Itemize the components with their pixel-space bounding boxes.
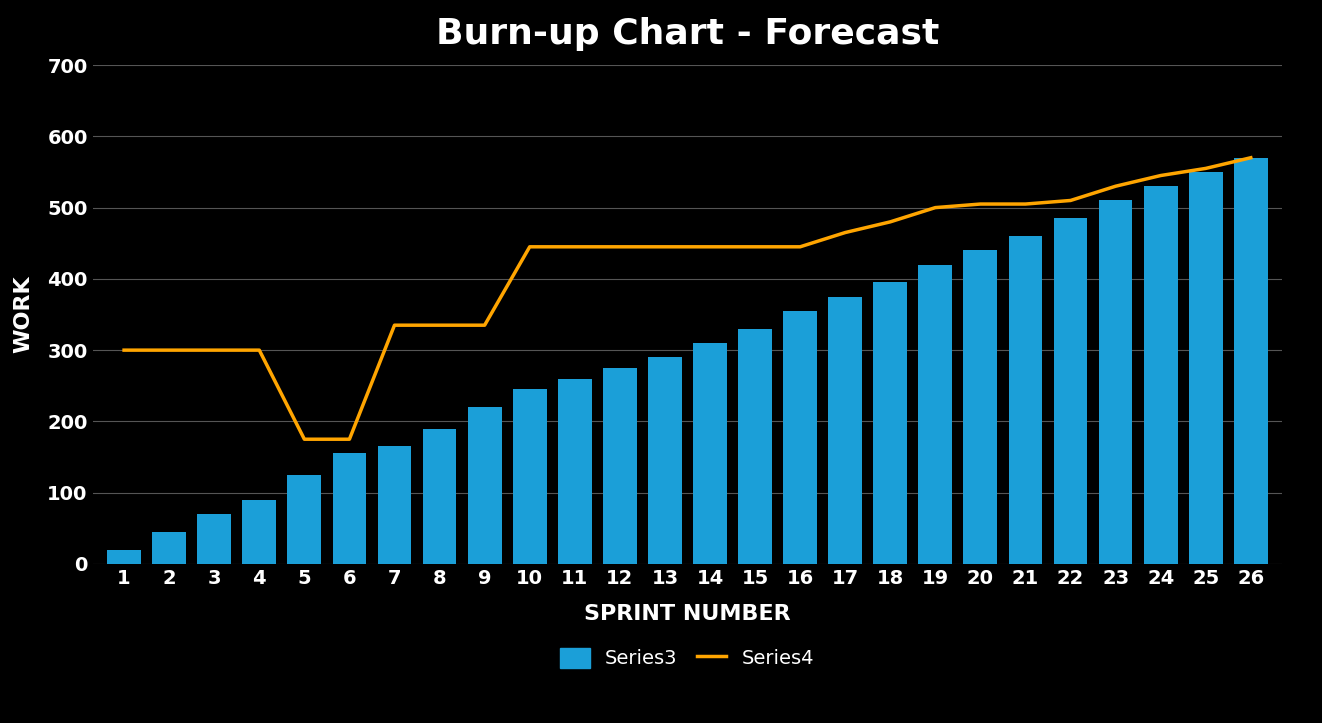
Bar xyxy=(423,429,456,564)
Bar xyxy=(1144,187,1178,564)
Bar xyxy=(648,357,682,564)
Bar xyxy=(1188,172,1223,564)
Bar xyxy=(874,283,907,564)
Bar xyxy=(468,407,501,564)
Bar xyxy=(513,389,546,564)
Bar xyxy=(107,549,141,564)
Bar xyxy=(333,453,366,564)
Bar xyxy=(1233,158,1268,564)
Bar xyxy=(603,368,637,564)
Y-axis label: WORK: WORK xyxy=(13,275,33,354)
Bar xyxy=(242,500,276,564)
Title: Burn-up Chart - Forecast: Burn-up Chart - Forecast xyxy=(436,17,939,51)
Bar xyxy=(919,265,952,564)
Bar xyxy=(1009,236,1042,564)
X-axis label: SPRINT NUMBER: SPRINT NUMBER xyxy=(584,604,791,625)
Bar xyxy=(287,475,321,564)
Bar xyxy=(1054,218,1088,564)
Bar xyxy=(693,343,727,564)
Bar xyxy=(964,250,997,564)
Bar xyxy=(378,446,411,564)
Legend: Series3, Series4: Series3, Series4 xyxy=(545,633,830,684)
Bar xyxy=(783,311,817,564)
Bar xyxy=(152,532,186,564)
Bar xyxy=(197,514,231,564)
Bar xyxy=(1099,200,1133,564)
Bar xyxy=(738,329,772,564)
Bar xyxy=(558,379,592,564)
Bar xyxy=(829,296,862,564)
